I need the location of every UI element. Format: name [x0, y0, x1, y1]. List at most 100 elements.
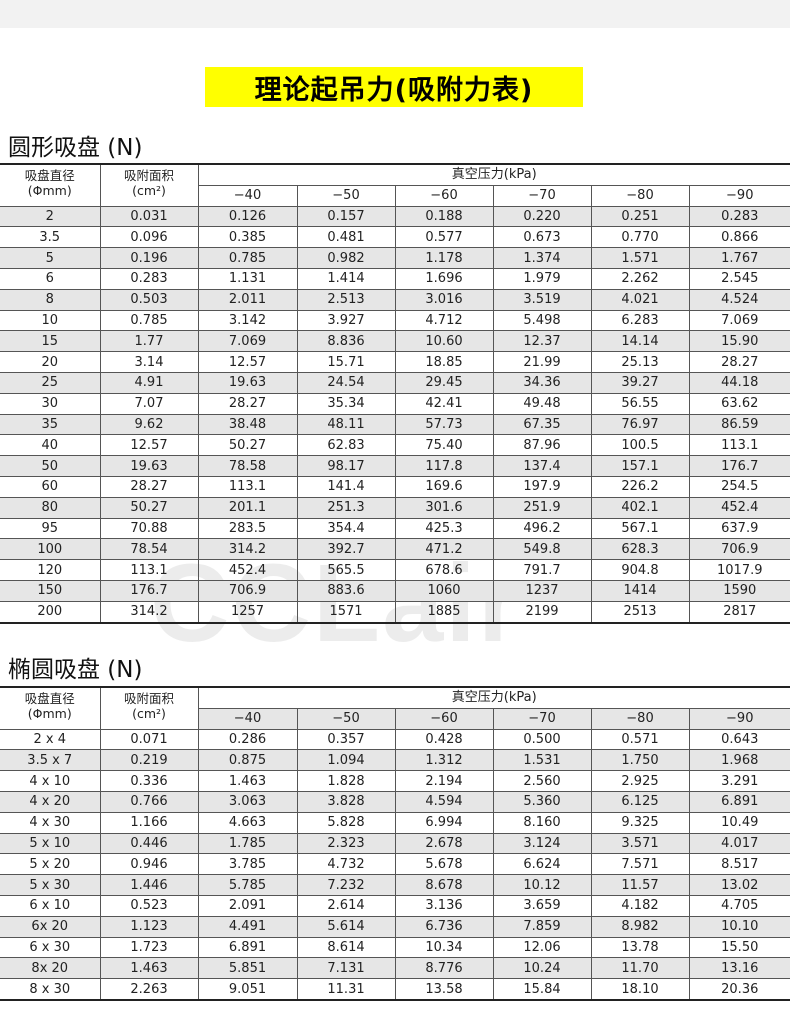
area-unit: (cm²): [132, 183, 166, 198]
force-cell: 3.571: [590, 832, 690, 855]
force-cell: 197.9: [492, 475, 592, 498]
table-header: 吸盘直径 (Φmm) 吸附面积 (cm²) 真空压力(kPa) −40 −50 −60−…: [0, 686, 790, 730]
force-cell: 9.325: [590, 811, 690, 834]
pressure-column-header: −40: [198, 184, 298, 207]
diameter-cell: 8: [0, 288, 101, 311]
force-cell: 201.1: [197, 496, 298, 519]
diameter-cell: 5: [0, 247, 101, 269]
force-cell: 1.828: [296, 770, 396, 792]
force-cell: 628.3: [590, 538, 690, 561]
force-cell: 3.291: [688, 770, 790, 792]
force-cell: 0.286: [197, 728, 298, 751]
force-cell: 4.705: [688, 894, 790, 917]
diameter-cell: 100: [0, 538, 101, 561]
force-cell: 38.48: [197, 413, 298, 436]
force-cell: 7.069: [688, 309, 790, 332]
force-cell: 0.982: [296, 247, 396, 269]
diameter-cell: 8 x 30: [0, 978, 101, 1001]
force-cell: 75.40: [394, 434, 494, 457]
force-cell: 7.571: [590, 853, 690, 876]
pressure-column-header: −50: [296, 184, 396, 207]
force-cell: 2.262: [590, 267, 690, 290]
force-cell: 67.35: [492, 413, 592, 436]
area-cell: 0.523: [99, 894, 199, 917]
force-cell: 39.27: [590, 371, 690, 394]
area-cell: 1.166: [99, 811, 199, 834]
force-cell: 6.283: [590, 309, 690, 332]
force-cell: 19.63: [197, 371, 298, 394]
force-cell: 0.500: [492, 728, 592, 751]
area-cell: 1.723: [99, 936, 199, 959]
diameter-cell: 6: [0, 267, 101, 290]
force-cell: 2199: [492, 600, 592, 624]
pressure-column-header: −80: [590, 184, 690, 207]
pressure-header: 真空压力(kPa): [197, 686, 790, 709]
force-cell: 62.83: [296, 434, 396, 457]
force-cell: 3.927: [296, 309, 396, 332]
force-cell: 11.31: [296, 978, 396, 1001]
force-cell: 13.58: [394, 978, 494, 1001]
force-cell: 1.696: [394, 267, 494, 290]
force-cell: 2.678: [394, 832, 494, 855]
force-cell: 2.545: [688, 267, 790, 290]
force-cell: 0.673: [492, 226, 592, 249]
force-cell: 3.659: [492, 894, 592, 917]
force-cell: 1257: [197, 600, 298, 624]
force-cell: 567.1: [590, 517, 690, 540]
area-cell: 4.91: [99, 371, 199, 394]
force-cell: 13.16: [688, 957, 790, 980]
diameter-cell: 30: [0, 392, 101, 415]
force-cell: 314.2: [197, 538, 298, 561]
force-cell: 0.571: [590, 728, 690, 751]
force-cell: 2.091: [197, 894, 298, 917]
table-row: 4 x 10 0.336 1.463 1.828 2.194 2.560 2.925 3.29…: [0, 770, 790, 792]
area-cell: 78.54: [99, 538, 199, 561]
diameter-cell: 8x 20: [0, 957, 101, 980]
table-row: 60 28.27 113.1 141.4 169.6 197.9 226.2 254.5: [0, 475, 790, 498]
force-cell: 18.10: [590, 978, 690, 1001]
table-row: 5 0.196 0.785 0.982 1.178 1.374 1.571 1.767: [0, 247, 790, 269]
force-cell: 2.194: [394, 770, 494, 792]
force-cell: 4.017: [688, 832, 790, 855]
pressure-column-header: −40: [198, 707, 298, 730]
force-cell: 4.524: [688, 288, 790, 311]
diameter-cell: 2: [0, 205, 101, 228]
pressure-column-header: −90: [688, 707, 790, 730]
table-row: 3.5 x 7 0.219 0.875 1.094 1.312 1.531 1.750 1.9…: [0, 749, 790, 772]
force-cell: 392.7: [296, 538, 396, 561]
area-cell: 0.196: [99, 247, 199, 269]
force-cell: 678.6: [394, 559, 494, 581]
area-cell: 3.14: [99, 351, 199, 373]
force-cell: 176.7: [688, 455, 790, 477]
area-cell: 0.336: [99, 770, 199, 792]
area-cell: 0.503: [99, 288, 199, 311]
force-cell: 13.78: [590, 936, 690, 959]
force-cell: 0.481: [296, 226, 396, 249]
force-cell: 1.571: [590, 247, 690, 269]
page-title: 理论起吊力(吸附力表): [205, 67, 583, 107]
force-cell: 1.767: [688, 247, 790, 269]
table-row: 6 x 30 1.723 6.891 8.614 10.34 12.06 13.78 15.5…: [0, 936, 790, 959]
force-cell: 100.5: [590, 434, 690, 457]
force-cell: 4.182: [590, 894, 690, 917]
force-cell: 117.8: [394, 455, 494, 477]
force-cell: 706.9: [197, 579, 298, 602]
force-cell: 1.531: [492, 749, 592, 772]
force-cell: 4.021: [590, 288, 690, 311]
diameter-cell: 60: [0, 475, 101, 498]
table-row: 4 x 20 0.766 3.063 3.828 4.594 5.360 6.125 6.89…: [0, 790, 790, 813]
force-cell: 0.157: [296, 205, 396, 228]
force-cell: 76.97: [590, 413, 690, 436]
force-cell: 10.60: [394, 330, 494, 353]
force-cell: 10.10: [688, 915, 790, 938]
area-cell: 1.463: [99, 957, 199, 980]
table-row: 40 12.57 50.27 62.83 75.40 87.96 100.5 113.1: [0, 434, 790, 457]
table-row: 6 x 10 0.523 2.091 2.614 3.136 3.659 4.182 4.70…: [0, 894, 790, 917]
force-cell: 4.712: [394, 309, 494, 332]
area-cell: 314.2: [99, 600, 199, 624]
table-row: 35 9.62 38.48 48.11 57.73 67.35 76.97 86.59: [0, 413, 790, 436]
force-cell: 10.49: [688, 811, 790, 834]
force-cell: 2817: [688, 600, 790, 624]
force-cell: 28.27: [688, 351, 790, 373]
force-cell: 1.463: [197, 770, 298, 792]
